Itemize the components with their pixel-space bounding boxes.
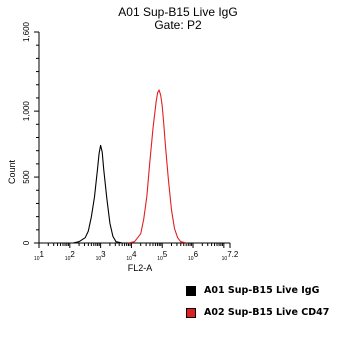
- chart-title: A01 Sup-B15 Live IgG: [118, 5, 238, 19]
- y-tick-label: 500: [22, 170, 31, 184]
- legend-label-igg: A01 Sup-B15 Live IgG: [204, 285, 320, 296]
- y-tick-label: 1,600: [22, 21, 31, 42]
- series-line-igg: [72, 144, 123, 244]
- x-tick-label: 105: [157, 250, 168, 262]
- y-tick-label: 1,000: [22, 101, 31, 122]
- y-tick-label: 0: [22, 240, 31, 245]
- legend: A01 Sup-B15 Live IgG A02 Sup-B15 Live CD…: [186, 283, 329, 327]
- legend-swatch-cd47: [186, 307, 196, 318]
- x-tick-label: 107.2: [222, 250, 239, 262]
- chart-subtitle: Gate: P2: [154, 18, 202, 32]
- x-tick-label: 102: [65, 250, 76, 262]
- x-tick-label: 104: [126, 250, 137, 262]
- legend-item-cd47: A02 Sup-B15 Live CD47: [186, 305, 329, 320]
- legend-item-igg: A01 Sup-B15 Live IgG: [186, 283, 329, 298]
- y-axis-label: Count: [7, 160, 17, 185]
- x-tick-label: 106: [188, 250, 199, 262]
- x-tick-label: 101: [34, 250, 45, 262]
- legend-swatch-igg: [186, 285, 196, 296]
- x-axis-label: FL2-A: [128, 263, 153, 273]
- x-tick-label: 103: [96, 250, 107, 262]
- series-line-cd47: [128, 89, 188, 244]
- legend-label-cd47: A02 Sup-B15 Live CD47: [204, 307, 330, 318]
